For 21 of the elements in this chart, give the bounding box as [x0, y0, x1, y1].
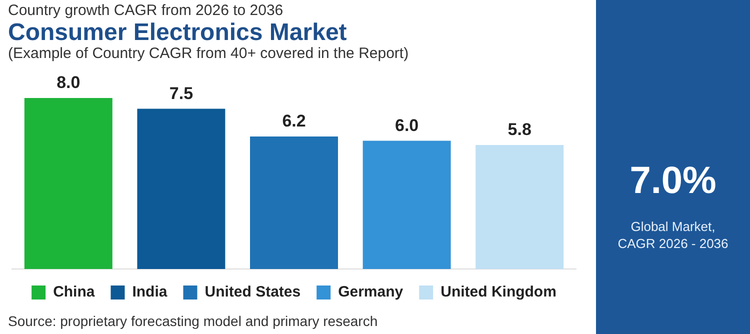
chart-subtitle: (Example of Country CAGR from 40+ covered in the Report): [8, 45, 409, 62]
data-label: 7.5: [169, 84, 194, 103]
data-label: 6.0: [394, 116, 419, 135]
bar: [137, 108, 226, 269]
bar: [24, 98, 112, 269]
chart-title: Consumer Electronics Market: [8, 19, 347, 47]
data-label: 6.2: [282, 112, 306, 131]
bar: [362, 140, 451, 269]
text: 7.0%: [628, 160, 718, 203]
data-label: 8.0: [56, 73, 80, 92]
bar: [476, 145, 564, 269]
legend-label: Germany: [338, 284, 404, 301]
legend-label: United Kingdom: [440, 284, 556, 301]
text: Global Market, CAGR 2026 - 2036: [616, 218, 730, 252]
legend-label: China: [53, 284, 96, 301]
source-note: Source: proprietary forecasting model and primary research: [8, 313, 378, 329]
legend-label: India: [132, 284, 168, 301]
data-label: 5.8: [508, 120, 532, 140]
text: Country growth CAGR from 2026 to 2036: [8, 2, 284, 19]
legend-label: United States: [204, 284, 301, 301]
bar: [250, 136, 338, 269]
